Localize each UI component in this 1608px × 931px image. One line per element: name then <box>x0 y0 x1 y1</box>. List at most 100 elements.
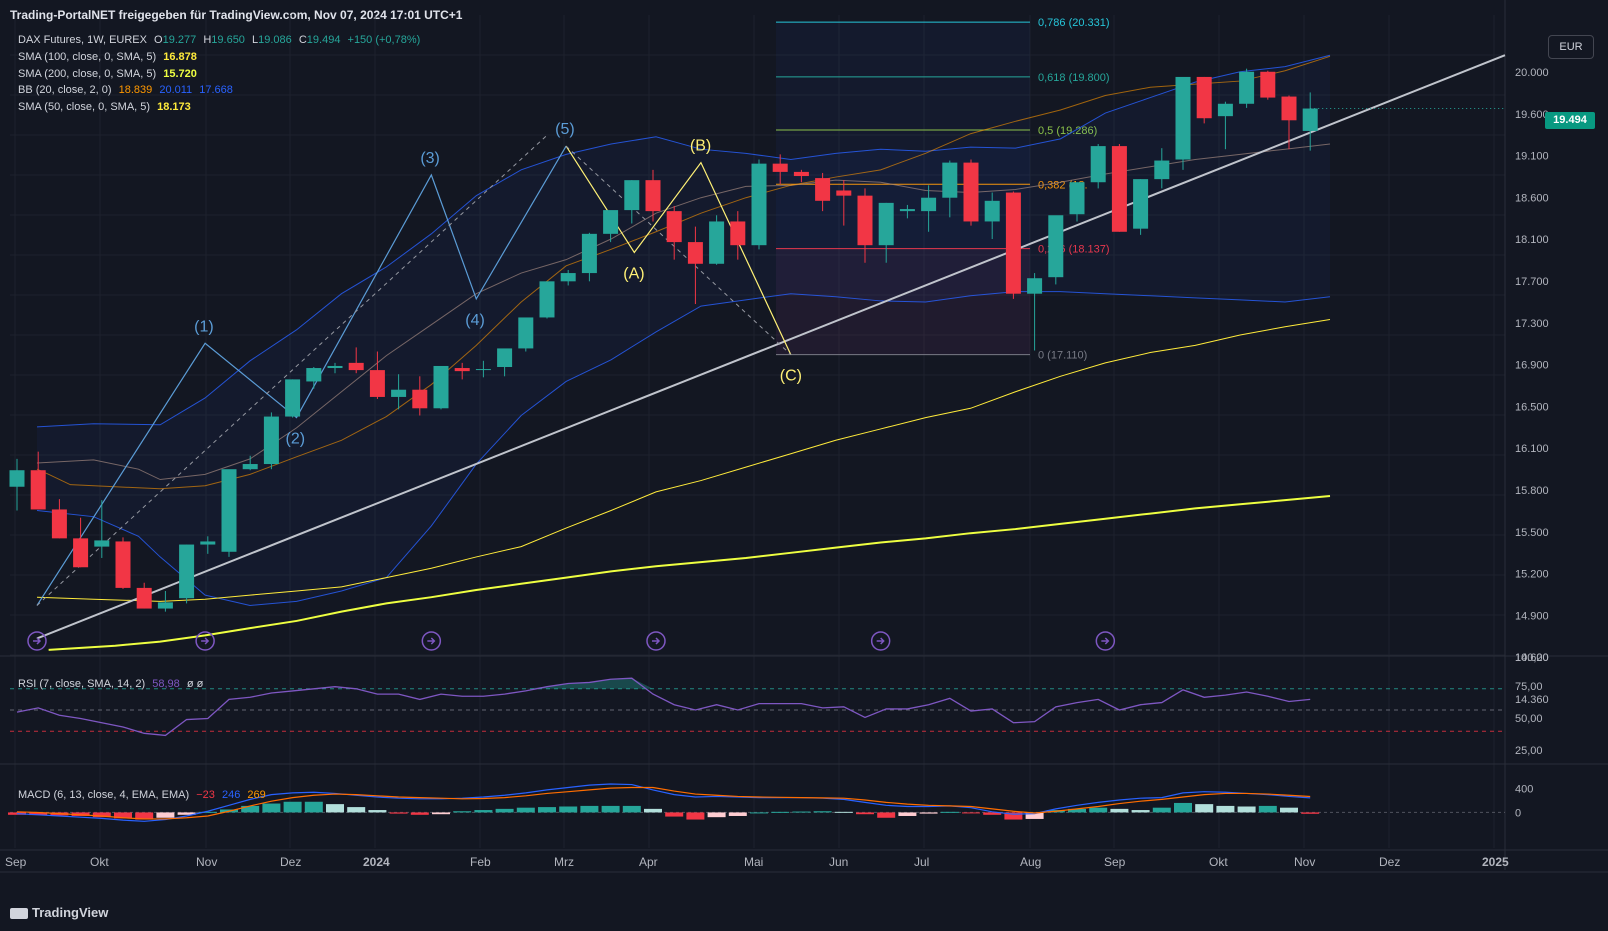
legend-open: 19.277 <box>162 34 197 46</box>
macd-histogram-bar <box>1195 804 1214 813</box>
event-arrow-icon <box>651 637 661 645</box>
currency-button[interactable]: EUR <box>1548 35 1594 59</box>
candle-body <box>157 602 173 609</box>
price-axis-tick: 16.100 <box>1515 443 1549 455</box>
macd-histogram-bar <box>241 805 260 813</box>
candle-body <box>899 209 915 212</box>
macd-histogram-bar <box>1237 806 1256 813</box>
rsi-overbought-fill <box>462 678 653 689</box>
legend-macd-line: 246 <box>221 789 241 801</box>
candle-body <box>200 541 216 545</box>
candle-body <box>497 348 513 367</box>
candle-body <box>772 163 788 172</box>
rsi-axis-tick: 25,00 <box>1515 745 1543 757</box>
time-axis-tick: Dez <box>1379 855 1400 869</box>
fib-level-label: 0 (17.110) <box>1038 350 1087 362</box>
legend-macd-label: MACD (6, 13, close, 4, EMA, EMA) <box>18 789 190 801</box>
candle-body <box>1302 108 1318 131</box>
legend-close: 19.494 <box>306 34 341 46</box>
elliott-correction-label: (A) <box>623 265 644 282</box>
candle-body <box>963 162 979 222</box>
candle-body <box>984 200 1000 222</box>
candle-body <box>51 509 67 539</box>
candle-body <box>1196 76 1212 119</box>
legend-main: DAX Futures, 1W, EUREX O19.277 H19.650 L… <box>18 34 424 46</box>
candle-body <box>624 180 640 211</box>
footer-label: TradingView <box>32 905 109 920</box>
macd-histogram-bar <box>92 812 111 818</box>
candle-body <box>921 197 937 212</box>
sma200-line <box>48 495 1331 651</box>
candle-body <box>136 587 152 609</box>
time-axis-tick: Jun <box>829 855 848 869</box>
time-axis-tick: Jul <box>914 855 929 869</box>
candle-body <box>285 379 301 417</box>
macd-histogram-bar <box>1004 812 1023 820</box>
macd-histogram-bar <box>198 811 217 813</box>
fib-level-label: 0,5 (19.286) <box>1038 125 1097 137</box>
candle-body <box>391 389 407 397</box>
legend-macd-hist: −23 <box>196 789 215 801</box>
fib-level-label: 0,786 (20.331) <box>1038 17 1110 29</box>
macd-histogram-bar <box>29 812 48 816</box>
time-axis-tick: Feb <box>470 855 491 869</box>
elliott-correction-label: (B) <box>690 138 711 155</box>
macd-histogram-bar <box>983 812 1002 815</box>
legend-macd: MACD (6, 13, close, 4, EMA, EMA) −23 246… <box>18 789 270 801</box>
elliott-impulse-label: (5) <box>555 121 575 138</box>
candle-body <box>115 541 131 588</box>
candle-body <box>179 544 195 599</box>
candle-body <box>687 242 703 264</box>
legend-sma50-label: SMA (50, close, 0, SMA, 5) <box>18 101 151 113</box>
macd-histogram-bar <box>1174 802 1192 813</box>
event-arrow-icon <box>33 637 42 645</box>
macd-histogram-bar <box>622 805 641 813</box>
time-axis-tick: Mai <box>744 855 763 869</box>
candle-body <box>603 210 619 234</box>
legend-sma100-label: SMA (100, close, 0, SMA, 5) <box>18 51 157 63</box>
sma50-line <box>36 55 1331 490</box>
legend-rsi-value: 58,98 <box>152 678 180 690</box>
event-arrow-icon <box>427 637 436 645</box>
legend-sma100-value: 16.878 <box>163 51 197 63</box>
legend-sma200: SMA (200, close, 0, SMA, 5) 15.720 <box>18 68 201 80</box>
candle-body <box>1069 182 1085 215</box>
price-axis-tick: 14.360 <box>1515 694 1549 706</box>
macd-histogram-bar <box>750 812 768 814</box>
macd-histogram-bar <box>389 812 408 814</box>
legend-low-label: L <box>252 34 259 46</box>
event-marker-icon <box>421 631 442 651</box>
event-arrow-icon <box>1101 637 1110 645</box>
legend-sma50-value: 18.173 <box>157 101 191 113</box>
macd-histogram-bar <box>644 808 662 813</box>
time-axis-tick: Sep <box>1104 855 1126 869</box>
time-axis-tick: Nov <box>196 855 217 869</box>
tradingview-footer[interactable]: TradingView <box>10 905 108 920</box>
legend-sma200-value: 15.720 <box>163 68 197 80</box>
legend-macd-signal: 269 <box>247 789 266 801</box>
price-axis-tick: 18.600 <box>1515 192 1549 204</box>
candle-body <box>709 221 725 264</box>
legend-open-label: O <box>154 34 163 46</box>
candle-body <box>263 416 279 465</box>
price-axis-tick: 15.800 <box>1515 485 1549 497</box>
macd-histogram-bar <box>1301 812 1320 814</box>
candle-body <box>1260 71 1276 98</box>
rsi-axis-tick: 100,00 <box>1515 652 1549 664</box>
price-axis-tick: 17.300 <box>1515 318 1549 330</box>
candle-body <box>475 369 491 371</box>
candle-body <box>1217 103 1233 117</box>
rsi-axis-tick: 75,00 <box>1515 681 1543 693</box>
elliott-correction-dashed <box>565 145 792 355</box>
candle-body <box>369 370 385 397</box>
share-banner: Trading-PortalNET freigegeben für Tradin… <box>10 8 463 22</box>
macd-histogram-bar <box>495 808 514 813</box>
macd-histogram-bar <box>1258 805 1277 813</box>
macd-axis-tick: 0 <box>1515 807 1521 819</box>
time-axis-tick: Okt <box>1209 855 1228 869</box>
legend-change: +150 (+0,78%) <box>347 34 421 46</box>
candle-body <box>306 368 322 382</box>
macd-histogram-bar <box>1110 808 1129 813</box>
candle-body <box>30 470 46 510</box>
